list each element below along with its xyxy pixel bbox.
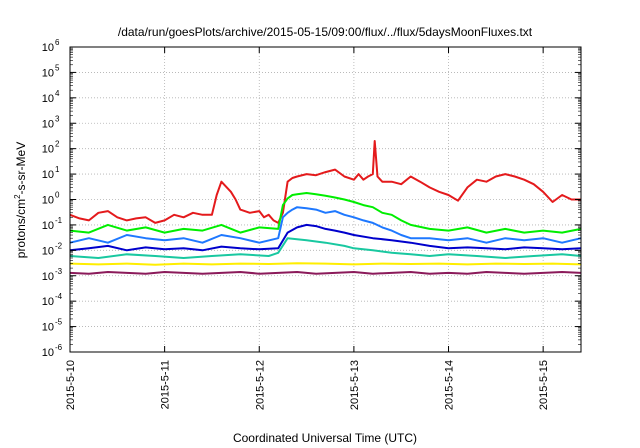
y-tick-exponent: -1 (55, 216, 63, 225)
chart-title: /data/run/goesPlots/archive/2015-05-15/0… (118, 25, 533, 39)
y-tick-exponent: 6 (55, 38, 60, 47)
grid (70, 47, 581, 352)
y-axis-label: protons/cm2-s-sr-MeV (13, 142, 28, 258)
y-tick-label: 10 (42, 169, 54, 181)
y-tick-exponent: -3 (55, 267, 63, 276)
y-tick-label: 10 (42, 67, 54, 79)
y-tick-exponent: -6 (55, 343, 63, 352)
series-line-7 (69, 271, 582, 275)
y-tick-label: 10 (42, 220, 54, 232)
x-tick-label: 2015-5-12 (254, 360, 266, 410)
y-tick-exponent: 1 (55, 165, 60, 174)
x-tick-label: 2015-5-11 (160, 360, 172, 409)
y-tick-exponent: -5 (55, 318, 63, 327)
y-tick-label: 10 (42, 195, 54, 207)
y-tick-label: 10 (42, 144, 54, 156)
x-tick-label: 2015-5-15 (538, 360, 550, 410)
y-tick-exponent: -2 (55, 241, 63, 250)
y-tick-label: 10 (42, 42, 54, 54)
x-axis-label: Coordinated Universal Time (UTC) (233, 431, 417, 445)
y-tick-label: 10 (42, 93, 54, 105)
series-line-5 (69, 237, 582, 259)
y-tick-label: 10 (42, 271, 54, 283)
y-tick-label: 10 (42, 347, 54, 359)
series-layer (69, 140, 582, 275)
y-tick-exponent: 2 (55, 140, 60, 149)
y-tick-label: 10 (42, 118, 54, 130)
y-tick-exponent: 0 (55, 191, 60, 200)
series-line-4 (69, 223, 582, 252)
y-tick-label: 10 (42, 322, 54, 334)
y-tick-label: 10 (42, 245, 54, 257)
x-tick-label: 2015-5-14 (444, 360, 456, 410)
y-tick-exponent: 4 (55, 89, 60, 98)
x-tick-label: 2015-5-10 (65, 360, 77, 410)
series-line-2 (69, 192, 582, 234)
x-ticks: 2015-5-10 2015-5-11 2015-5-12 2015-5-13 2015… (65, 47, 550, 410)
series-line-3 (69, 206, 582, 244)
y-tick-exponent: 3 (55, 114, 60, 123)
y-tick-label: 10 (42, 296, 54, 308)
y-tick-exponent: -4 (55, 292, 63, 301)
series-line-6 (69, 262, 582, 266)
y-tick-exponent: 5 (55, 63, 60, 72)
x-tick-label: 2015-5-13 (349, 360, 361, 410)
series-line-1 (69, 140, 581, 224)
y-ticks: 10 -610 -510 -410 -310 -210 -110 010 110 210 310 41… (42, 38, 581, 359)
